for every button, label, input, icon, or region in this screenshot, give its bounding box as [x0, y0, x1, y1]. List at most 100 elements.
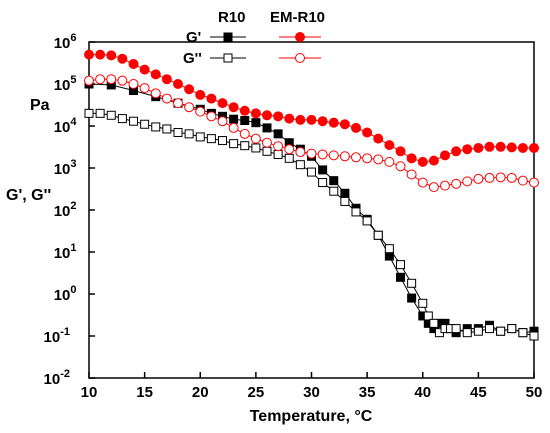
data-point	[506, 172, 517, 183]
data-point	[195, 132, 205, 142]
data-point	[117, 53, 128, 64]
x-tick-label: 35	[359, 384, 376, 401]
y-axis-unit: Pa	[30, 97, 50, 114]
legend: R10 EM-R10 G' G''	[183, 9, 325, 67]
data-point	[462, 328, 472, 338]
y-tick-label: 101	[54, 242, 77, 262]
data-point	[351, 207, 361, 217]
data-point	[273, 149, 283, 159]
data-point	[428, 155, 439, 166]
data-point	[228, 102, 239, 113]
series-layer	[84, 49, 539, 341]
legend-col-em-r10: EM-R10	[270, 9, 325, 26]
series-3	[84, 74, 539, 193]
data-point	[328, 117, 339, 128]
data-point	[307, 167, 316, 177]
data-point	[173, 79, 183, 89]
data-point	[128, 58, 139, 69]
data-point	[206, 111, 217, 122]
data-point	[295, 160, 305, 170]
data-point	[484, 141, 495, 152]
data-point	[396, 260, 405, 270]
data-point	[84, 108, 94, 118]
y-tick-label: 10-1	[44, 326, 70, 346]
data-point	[329, 176, 339, 186]
data-point	[150, 69, 161, 80]
data-point	[496, 326, 506, 336]
data-point	[128, 79, 139, 89]
data-point	[462, 176, 473, 187]
data-point	[517, 175, 528, 186]
y-tick-label: 104	[54, 116, 78, 136]
data-point	[173, 98, 183, 109]
data-point	[318, 165, 328, 175]
data-point	[440, 150, 450, 161]
data-point	[373, 230, 383, 240]
data-point	[423, 311, 433, 321]
data-point	[251, 118, 261, 128]
data-point	[273, 129, 283, 139]
data-point	[417, 177, 428, 188]
data-point	[529, 331, 539, 341]
data-point	[473, 326, 483, 336]
data-point	[306, 148, 317, 159]
data-point	[406, 169, 417, 180]
data-point	[217, 116, 228, 127]
data-point	[284, 153, 294, 163]
data-point	[151, 122, 161, 132]
data-point	[239, 128, 250, 139]
y-tick-label: 10-2	[44, 368, 70, 388]
data-point	[473, 173, 484, 184]
data-point	[184, 84, 195, 95]
data-point	[273, 141, 284, 152]
data-point	[495, 172, 506, 183]
data-point	[340, 188, 350, 198]
data-point	[95, 49, 106, 60]
data-point	[517, 142, 528, 153]
data-point	[206, 134, 216, 144]
data-point	[262, 146, 272, 156]
data-point	[150, 88, 161, 99]
legend-marker	[295, 53, 305, 63]
data-point	[173, 128, 183, 138]
y-axis-label: G', G''	[6, 187, 51, 204]
data-point	[195, 106, 206, 117]
data-point	[485, 324, 494, 334]
data-point	[184, 129, 194, 139]
x-tick-label: 10	[81, 384, 98, 401]
data-point	[317, 149, 328, 160]
x-tick-label: 40	[414, 384, 431, 401]
data-point	[417, 156, 428, 167]
data-point	[239, 105, 250, 116]
data-point	[162, 124, 172, 134]
data-point	[507, 324, 517, 334]
data-point	[295, 147, 306, 158]
data-point	[250, 108, 261, 119]
data-point	[318, 178, 328, 188]
x-tick-label: 20	[192, 384, 209, 401]
x-axis-label: Temperature, °C	[250, 408, 373, 425]
x-tick-label: 30	[303, 384, 320, 401]
legend-row-g-prime: G'	[186, 29, 201, 46]
data-point	[140, 119, 150, 129]
x-axis-ticks: 10 15 20 25 30 35 40 45 50	[81, 372, 542, 401]
data-point	[495, 141, 506, 152]
y-tick-label: 105	[54, 74, 77, 94]
x-tick-label: 15	[136, 384, 153, 401]
data-point	[228, 122, 239, 133]
data-point	[95, 74, 106, 85]
data-point	[340, 196, 350, 206]
data-point	[229, 114, 239, 124]
data-point	[251, 143, 261, 153]
data-point	[295, 114, 306, 125]
data-point	[384, 156, 395, 167]
y-axis-ticks: 10-2 10-1 100 101 102 103 104 105 106	[44, 32, 95, 388]
data-point	[407, 278, 417, 288]
data-point	[384, 140, 395, 151]
data-point	[429, 318, 439, 328]
data-point	[184, 102, 195, 113]
data-point	[95, 108, 105, 118]
data-point	[161, 93, 172, 104]
legend-marker	[223, 32, 233, 42]
data-point	[373, 154, 384, 165]
